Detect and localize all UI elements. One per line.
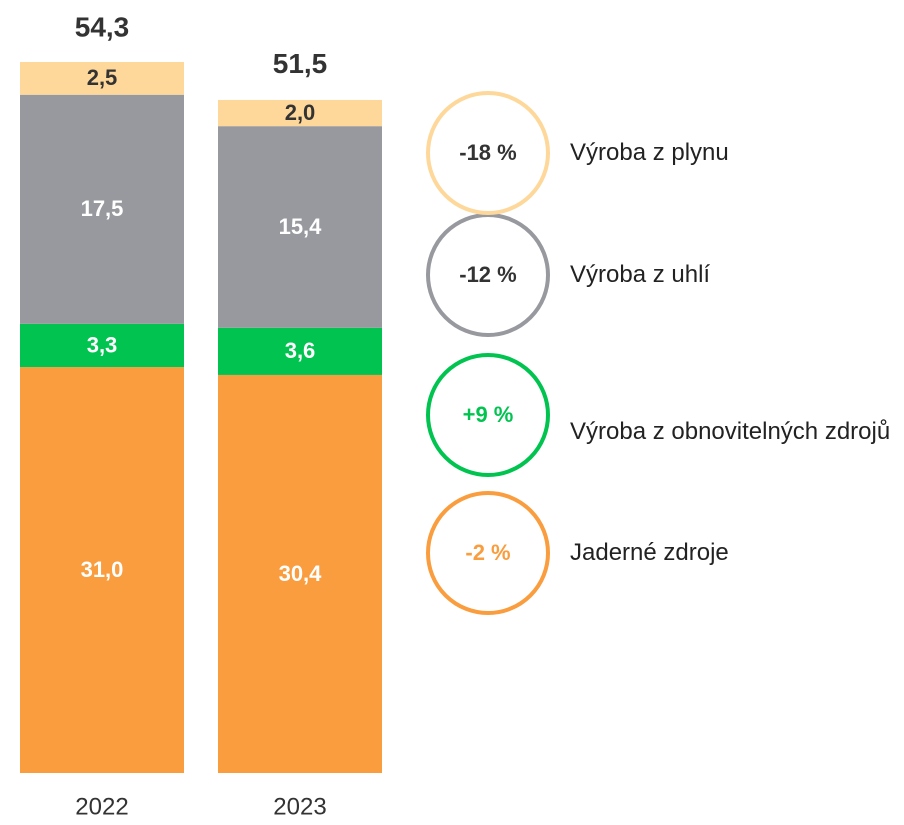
- x-tick-label: 2022: [75, 793, 128, 820]
- legend-circle: [426, 491, 550, 615]
- legend-label: Výroba z uhlí: [570, 261, 711, 288]
- value-label: 3,6: [285, 338, 316, 363]
- total-label: 54,3: [75, 11, 130, 42]
- value-label: 30,4: [279, 561, 323, 586]
- value-label: 2,5: [87, 65, 118, 90]
- change-label: -12 %: [459, 262, 516, 287]
- bar-segment: [20, 323, 184, 368]
- bar-segment: [20, 62, 184, 95]
- value-label: 15,4: [279, 214, 323, 239]
- bar-segment: [218, 327, 382, 375]
- bar-segment: [20, 94, 184, 324]
- bar-segment: [218, 99, 382, 127]
- value-label: 2,0: [285, 100, 316, 125]
- value-label: 31,0: [81, 557, 124, 582]
- x-tick-label: 2023: [273, 793, 326, 820]
- legend-label: Výroba z plynu: [570, 139, 729, 166]
- legend-label: Výroba z obnovitelných zdrojů: [570, 418, 891, 445]
- bar-segment: [20, 367, 184, 773]
- legend-circle: [426, 91, 550, 215]
- change-label: -2 %: [465, 540, 510, 565]
- legend-label: Jaderné zdroje: [570, 539, 729, 566]
- bar-segment: [218, 126, 382, 328]
- total-label: 51,5: [273, 48, 328, 79]
- value-label: 3,3: [87, 332, 118, 357]
- bar-segment: [218, 374, 382, 773]
- legend-circle: [426, 353, 550, 477]
- change-label: -18 %: [459, 140, 516, 165]
- value-label: 17,5: [81, 196, 124, 221]
- change-label: +9 %: [463, 402, 514, 427]
